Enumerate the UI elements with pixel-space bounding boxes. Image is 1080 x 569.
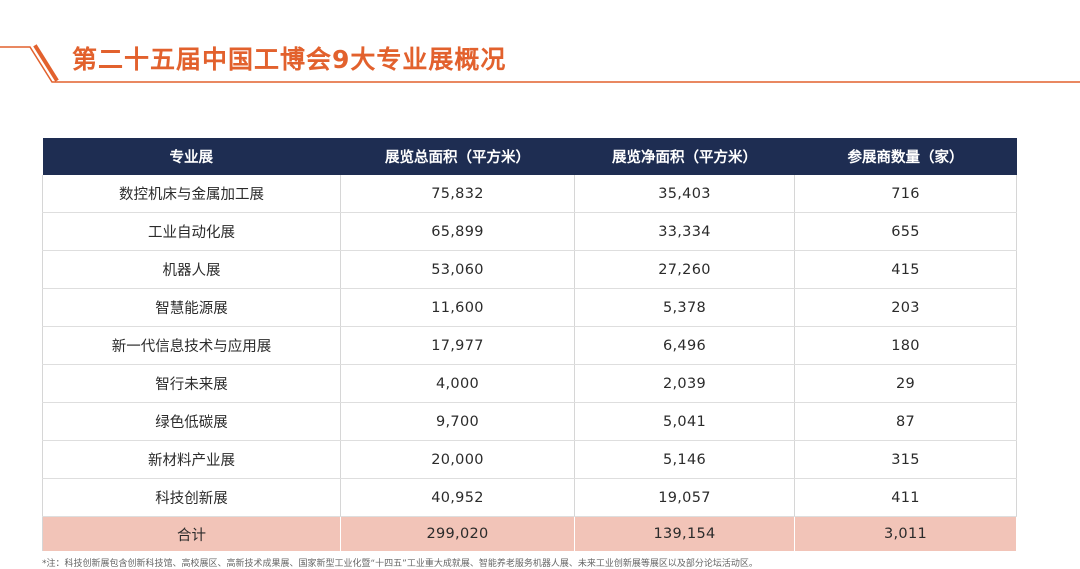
exhibitor-count: 315 <box>794 440 1017 479</box>
net-area: 27,260 <box>574 250 795 289</box>
total-area: 53,060 <box>340 250 575 289</box>
table-row: 科技创新展 40,952 19,057 411 <box>42 478 1017 517</box>
net-area: 5,378 <box>574 288 795 327</box>
total-label: 合计 <box>42 516 341 551</box>
total-area: 9,700 <box>340 402 575 441</box>
net-area: 2,039 <box>574 364 795 403</box>
exhibition-name: 数控机床与金属加工展 <box>42 175 341 213</box>
total-area: 65,899 <box>340 212 575 251</box>
exhibitor-count: 411 <box>794 478 1017 517</box>
footnote: *注：科技创新展包含创新科技馆、高校展区、高新技术成果展、国家新型工业化暨“十四… <box>42 559 758 569</box>
total-area: 20,000 <box>340 440 575 479</box>
total-area-sum: 299,020 <box>340 516 575 551</box>
table-row: 工业自动化展 65,899 33,334 655 <box>42 212 1017 251</box>
exhibitor-count: 415 <box>794 250 1017 289</box>
net-area: 35,403 <box>574 175 795 213</box>
exhibitor-count: 203 <box>794 288 1017 327</box>
header-decoration <box>0 44 1080 83</box>
exhibition-name: 智慧能源展 <box>42 288 341 327</box>
total-row: 合计 299,020 139,154 3,011 <box>42 516 1017 551</box>
total-area: 75,832 <box>340 175 575 213</box>
net-area: 5,146 <box>574 440 795 479</box>
exhibition-table: 专业展 展览总面积（平方米） 展览净面积（平方米） 参展商数量（家） 数控机床与… <box>42 138 1017 551</box>
net-area: 33,334 <box>574 212 795 251</box>
table-row: 绿色低碳展 9,700 5,041 87 <box>42 402 1017 441</box>
exhibitor-count: 29 <box>794 364 1017 403</box>
table-row: 新材料产业展 20,000 5,146 315 <box>42 440 1017 479</box>
column-header-net-area: 展览净面积（平方米） <box>574 138 795 175</box>
exhibition-name: 工业自动化展 <box>42 212 341 251</box>
column-header-total-area: 展览总面积（平方米） <box>340 138 575 175</box>
table-row: 智慧能源展 11,600 5,378 203 <box>42 288 1017 327</box>
net-area: 6,496 <box>574 326 795 365</box>
exhibitor-count: 716 <box>794 175 1017 213</box>
column-header-exhibition: 专业展 <box>42 138 341 175</box>
exhibitor-count: 87 <box>794 402 1017 441</box>
table-row: 数控机床与金属加工展 75,832 35,403 716 <box>42 175 1017 213</box>
net-area: 19,057 <box>574 478 795 517</box>
exhibitor-count: 655 <box>794 212 1017 251</box>
exhibitor-count-sum: 3,011 <box>794 516 1017 551</box>
table-row: 机器人展 53,060 27,260 415 <box>42 250 1017 289</box>
total-area: 4,000 <box>340 364 575 403</box>
table-row: 智行未来展 4,000 2,039 29 <box>42 364 1017 403</box>
exhibition-name: 智行未来展 <box>42 364 341 403</box>
total-area: 17,977 <box>340 326 575 365</box>
exhibition-name: 机器人展 <box>42 250 341 289</box>
exhibition-name: 新一代信息技术与应用展 <box>42 326 341 365</box>
page-title: 第二十五届中国工博会9大专业展概况 <box>72 45 507 74</box>
table-header-row: 专业展 展览总面积（平方米） 展览净面积（平方米） 参展商数量（家） <box>42 138 1017 175</box>
column-header-exhibitors: 参展商数量（家） <box>794 138 1017 175</box>
total-area: 11,600 <box>340 288 575 327</box>
exhibition-name: 新材料产业展 <box>42 440 341 479</box>
net-area: 5,041 <box>574 402 795 441</box>
table-row: 新一代信息技术与应用展 17,977 6,496 180 <box>42 326 1017 365</box>
exhibition-name: 绿色低碳展 <box>42 402 341 441</box>
exhibition-name: 科技创新展 <box>42 478 341 517</box>
net-area-sum: 139,154 <box>574 516 795 551</box>
total-area: 40,952 <box>340 478 575 517</box>
exhibitor-count: 180 <box>794 326 1017 365</box>
